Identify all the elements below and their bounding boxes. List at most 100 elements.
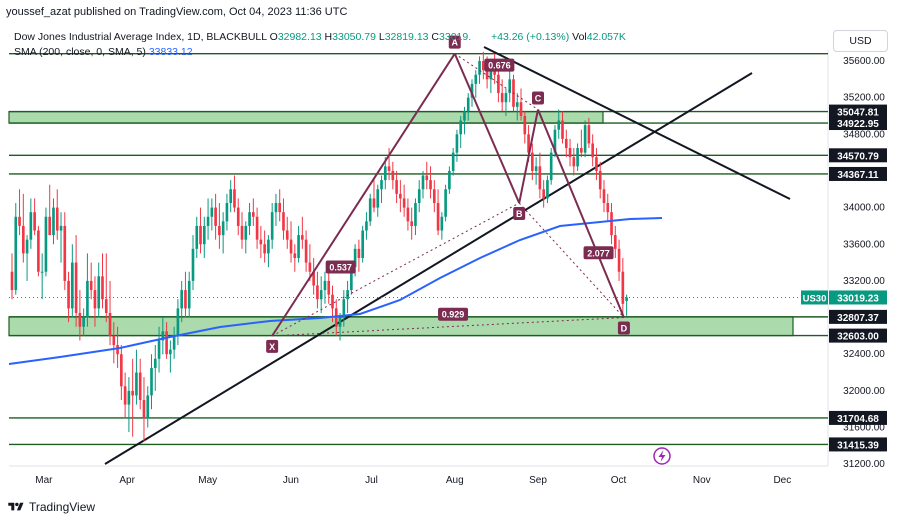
- candle: [444, 184, 447, 222]
- candle-body: [357, 248, 361, 258]
- harmonic-pattern: X A B C D 0.537 0.676 2.077 0.929: [266, 35, 630, 353]
- pattern-leg-CD: [537, 109, 625, 318]
- candle: [270, 203, 274, 249]
- candle: [327, 271, 331, 304]
- candle-body: [323, 280, 327, 291]
- candle: [482, 51, 485, 80]
- candle-body: [120, 354, 123, 387]
- price-tag-box: [829, 437, 887, 452]
- currency-button[interactable]: USD: [833, 30, 888, 52]
- candle-body: [210, 207, 214, 217]
- candle-body: [342, 299, 346, 318]
- symbol-title[interactable]: Dow Jones Industrial Average Index, 1D, …: [14, 31, 267, 43]
- candle-body: [595, 157, 598, 171]
- candle: [135, 349, 138, 405]
- candle: [534, 157, 538, 185]
- candle: [282, 198, 285, 240]
- candle-body: [376, 189, 380, 208]
- last-price-box: [829, 290, 887, 305]
- candle: [176, 299, 180, 346]
- candle-body: [350, 267, 353, 291]
- candle-body: [534, 166, 538, 171]
- ratio-text: 0.929: [442, 310, 465, 320]
- pattern-point-x: X: [266, 339, 279, 353]
- candle: [561, 111, 564, 144]
- candle: [497, 65, 500, 103]
- candle-body: [282, 212, 285, 231]
- candle-body: [523, 115, 527, 135]
- candle-body: [270, 212, 274, 240]
- candle: [86, 253, 89, 327]
- x-tick-label: Aug: [446, 475, 464, 486]
- last-price-symbol-box: [801, 290, 828, 305]
- candle-body: [478, 60, 481, 75]
- candle: [316, 271, 319, 309]
- candle-body: [59, 225, 63, 231]
- candle: [116, 326, 119, 368]
- candle-body: [610, 212, 613, 236]
- candle: [463, 106, 466, 135]
- tradingview-logo-icon: [8, 502, 24, 511]
- price-tag-box: [829, 148, 887, 163]
- price-tag-label: 34922.95: [837, 119, 879, 130]
- candle: [613, 225, 617, 258]
- candle: [97, 262, 101, 318]
- candle: [602, 180, 606, 213]
- flash-icon-ring: [653, 447, 671, 465]
- candle: [308, 244, 312, 281]
- low-value: 32819.13: [384, 31, 429, 43]
- trendlines: [104, 46, 791, 465]
- candle: [304, 230, 308, 272]
- candle-body: [519, 102, 523, 116]
- candle: [104, 253, 108, 323]
- candle: [165, 322, 168, 359]
- pattern-point-badge: [448, 35, 461, 49]
- y-tick-label: 35600.00: [843, 56, 885, 67]
- candle-body: [557, 120, 561, 130]
- candle: [301, 216, 304, 249]
- flash-icon-bolt: [658, 450, 666, 462]
- candle-body: [598, 170, 602, 190]
- candle-body: [436, 203, 440, 231]
- candle-body: [621, 271, 625, 304]
- sma-label: SMA (200, close, 0, SMA, 5): [14, 46, 146, 58]
- candle-body: [259, 239, 263, 245]
- candle-body: [482, 60, 485, 71]
- candle: [610, 203, 613, 245]
- candle-body: [289, 239, 293, 254]
- candle: [285, 216, 289, 249]
- candle: [538, 152, 542, 199]
- candle-body: [184, 290, 187, 309]
- time-axis: Mar Apr May Jun Jul Aug Sep Oct Nov Dec: [35, 475, 791, 486]
- candle-body: [131, 390, 134, 396]
- candle-body: [74, 262, 78, 313]
- candle: [150, 354, 153, 410]
- candle-body: [399, 193, 402, 199]
- candle: [48, 184, 52, 236]
- candle: [474, 70, 478, 98]
- y-tick-label: 31600.00: [843, 423, 885, 434]
- candle: [131, 358, 134, 437]
- sma-legend[interactable]: SMA (200, close, 0, SMA, 5) 33833.12: [14, 46, 193, 58]
- candle-body: [48, 216, 52, 236]
- candle: [251, 198, 255, 226]
- candle-body: [451, 152, 455, 171]
- candle: [455, 129, 459, 162]
- candle-body: [353, 248, 357, 268]
- pattern-point-label: X: [269, 342, 275, 352]
- footer-brand[interactable]: TradingView: [8, 500, 95, 514]
- flash-icon[interactable]: [653, 447, 671, 465]
- candle: [546, 175, 549, 204]
- candle: [187, 271, 191, 318]
- candle-body: [538, 166, 542, 190]
- candle-body: [142, 400, 146, 419]
- candle: [248, 203, 251, 236]
- candle-body: [55, 207, 59, 231]
- ratio-text: 2.077: [587, 248, 610, 258]
- candle-body: [602, 189, 606, 204]
- chart-marks: [653, 447, 671, 465]
- candle: [365, 212, 368, 240]
- candle: [127, 377, 131, 433]
- x-tick-label: Jul: [365, 475, 378, 486]
